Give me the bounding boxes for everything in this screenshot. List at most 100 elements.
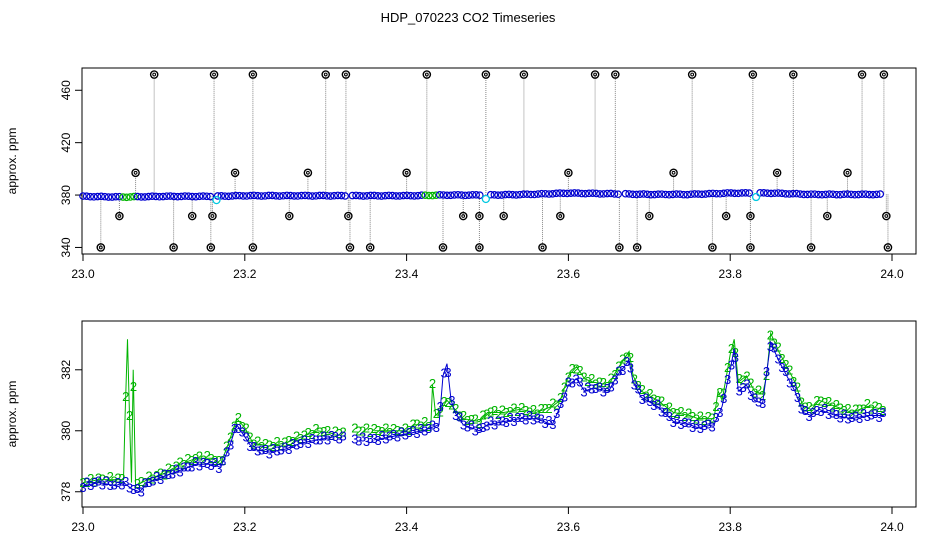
baseline-point (854, 190, 863, 199)
series-2-marker: 2 (118, 471, 125, 486)
series-3-marker: 3 (615, 363, 622, 378)
series-3-marker: 3 (475, 421, 482, 436)
series-3-marker: 3 (266, 446, 273, 461)
series-2-marker: 2 (231, 419, 238, 434)
outlier-point (208, 211, 217, 221)
outlier-point (438, 243, 448, 252)
baseline-point (454, 190, 462, 199)
series-2-marker: 2 (487, 405, 494, 420)
baseline-point (516, 190, 524, 199)
series-3-marker: 3 (231, 421, 238, 436)
series-2-marker: 2 (635, 378, 642, 393)
series-3-marker: 3 (145, 475, 152, 490)
series-2-marker: 2 (406, 423, 413, 438)
baseline-point (217, 192, 226, 200)
baseline-point (770, 189, 779, 198)
baseline-point (326, 192, 335, 200)
series-2-marker: 2 (110, 474, 117, 489)
y-tick-label: 380 (59, 420, 73, 440)
series-3-marker: 3 (386, 429, 393, 444)
series-3-marker: 3 (627, 361, 634, 376)
series-2-marker: 2 (732, 345, 739, 360)
series-3-marker: 3 (782, 364, 789, 379)
series-3-marker: 3 (367, 431, 374, 446)
baseline-point (173, 192, 182, 201)
series-2-marker: 2 (402, 420, 409, 435)
baseline-point (574, 189, 582, 197)
baseline-point (366, 191, 375, 200)
series-3-marker: 3 (375, 433, 382, 448)
series-2-marker: 2 (658, 394, 665, 409)
outlier-point (458, 211, 468, 221)
series-2-marker: 2 (794, 380, 801, 395)
series-2-marker: 2 (740, 372, 747, 387)
series-3-marker: 3 (277, 442, 284, 457)
outlier-point (284, 211, 294, 221)
series-2-marker: 2 (751, 385, 758, 400)
baseline-point (738, 189, 746, 197)
series-2-marker: 2 (312, 421, 319, 436)
series-2-marker: 2 (456, 409, 463, 424)
baseline-point (723, 189, 732, 197)
series-2-marker: 2 (355, 424, 362, 439)
baseline-point (876, 190, 885, 198)
baseline-point (301, 191, 309, 200)
baseline-point (435, 191, 444, 199)
baseline-point (199, 192, 207, 200)
series-2-marker: 2 (809, 402, 816, 417)
y-tick-label: 340 (59, 237, 73, 257)
outlier-point (748, 70, 758, 79)
baseline-point (170, 192, 178, 201)
baseline-point (698, 190, 706, 199)
series-2-marker: 2 (297, 431, 304, 446)
baseline-point (701, 190, 710, 198)
series-2-marker: 2 (728, 341, 735, 356)
series-3-marker: 3 (138, 484, 145, 499)
series-3-marker: 3 (553, 406, 560, 421)
series-3-marker: 3 (545, 413, 552, 428)
baseline-point (588, 189, 597, 197)
series-2-marker: 2 (806, 399, 813, 414)
series-3-marker: 3 (514, 410, 521, 425)
baseline-point (395, 192, 404, 200)
outlier-point (882, 211, 891, 221)
series-2-marker: 2 (444, 395, 451, 410)
series-2-marker: 2 (646, 386, 653, 401)
baseline-point (414, 191, 422, 200)
series-2-marker: 2 (145, 469, 152, 484)
series-3-marker: 3 (448, 393, 455, 408)
series-3-marker: 3 (829, 406, 836, 421)
series-3-marker: 3 (487, 414, 494, 429)
baseline-point (716, 189, 724, 198)
outlier-point-inner (404, 170, 409, 175)
baseline-point (541, 189, 550, 198)
series-2-marker: 2 (778, 351, 785, 366)
outlier-point-inner (566, 170, 571, 175)
series-3-marker: 3 (130, 482, 137, 497)
x-tick-label: 23.4 (395, 267, 419, 281)
series-3-marker: 3 (813, 403, 820, 418)
outlier-point-inner (558, 214, 563, 218)
series-3-marker: 3 (534, 410, 541, 425)
chart-title: HDP_070223 CO2 Timeseries (381, 10, 556, 25)
outlier-point (789, 70, 798, 79)
baseline-point (385, 191, 393, 200)
outlier-point-inner (750, 72, 755, 77)
series-3-marker: 3 (724, 372, 731, 387)
series-3-marker: 3 (576, 375, 583, 390)
series-3-marker: 3 (456, 409, 463, 424)
outlier-point-inner (250, 72, 255, 77)
baseline-point (268, 191, 277, 200)
baseline-point (293, 192, 302, 200)
series-3-marker: 3 (413, 426, 420, 441)
series-2-marker: 2 (565, 370, 572, 385)
outlier-point-inner (117, 214, 122, 218)
series-3-marker: 3 (355, 434, 362, 449)
baseline-point (130, 192, 138, 201)
series-3-marker: 3 (340, 428, 347, 443)
series-2-marker: 2 (848, 407, 855, 422)
series-2-marker: 2 (305, 425, 312, 440)
series-3-marker: 3 (689, 420, 696, 435)
series-3-marker: 3 (600, 385, 607, 400)
series-3-marker: 3 (573, 371, 580, 386)
